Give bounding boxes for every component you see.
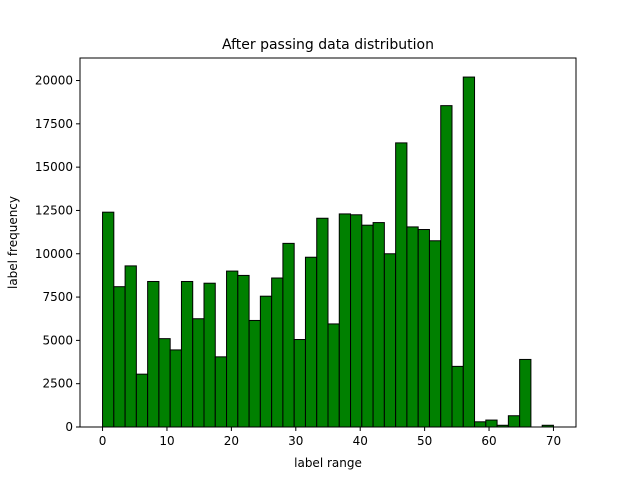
x-tick-label: 70: [546, 434, 561, 448]
histogram-bar: [237, 274, 250, 428]
x-tick-label: 40: [353, 434, 368, 448]
histogram-bar: [338, 213, 352, 428]
histogram-bar: [485, 419, 498, 428]
histogram-bar: [135, 373, 149, 428]
histogram-bar: [113, 286, 126, 428]
y-tick-label: 10000: [35, 247, 73, 261]
histogram-bar: [372, 222, 385, 428]
histogram-bar: [192, 318, 205, 428]
histogram-bar: [350, 214, 363, 428]
histogram-bar: [395, 142, 408, 428]
histogram-bar: [203, 282, 216, 428]
x-tick-label: 60: [481, 434, 496, 448]
histogram-bar: [406, 226, 419, 428]
histogram-bar: [316, 217, 329, 428]
x-tick-label: 30: [288, 434, 303, 448]
histogram-bar: [124, 265, 137, 428]
histogram-bar: [248, 319, 261, 428]
x-axis-ticks: 0 10 20 30 40 50 60 70: [99, 427, 561, 448]
histogram-bar: [451, 365, 464, 428]
histogram-bar: [259, 295, 273, 428]
histogram-bar: [226, 270, 239, 428]
histogram-bar: [214, 356, 228, 428]
x-tick-label: 0: [99, 434, 107, 448]
histogram-bar: [180, 280, 194, 428]
histogram-bar: [440, 105, 453, 428]
histogram-bar: [519, 358, 532, 428]
x-tick-label: 50: [417, 434, 432, 448]
histogram-bar: [428, 240, 442, 428]
histogram-bar: [361, 224, 374, 428]
histogram-bar: [383, 253, 397, 428]
y-tick-label: 7500: [42, 290, 73, 304]
histogram-bar: [282, 242, 295, 428]
histogram-bar: [417, 229, 430, 428]
histogram-bar: [462, 76, 476, 428]
chart-title: After passing data distribution: [222, 37, 434, 53]
y-tick-label: 15000: [35, 160, 73, 174]
histogram-bar: [102, 211, 115, 428]
y-axis-ticks: 0 2500 5000 7500 10000 12500 15000 17500 20000: [35, 74, 80, 434]
histogram-bar: [507, 415, 521, 428]
histogram-bar: [147, 280, 160, 428]
histogram-bar: [304, 256, 318, 428]
y-tick-label: 20000: [35, 74, 73, 88]
y-tick-label: 2500: [42, 377, 73, 391]
histogram-bar: [271, 277, 284, 428]
histogram-bar: [474, 421, 487, 428]
x-tick-label: 20: [224, 434, 239, 448]
histogram-bar: [293, 339, 306, 428]
plot-frame: [79, 57, 577, 428]
y-tick-label: 17500: [35, 117, 73, 131]
histogram-bar: [327, 323, 340, 428]
y-tick-label: 0: [65, 420, 73, 434]
x-axis-label: label range: [294, 456, 362, 470]
histogram-bar: [158, 338, 171, 428]
y-tick-label: 5000: [42, 333, 73, 347]
y-tick-label: 12500: [35, 203, 73, 217]
y-axis-label: label frequency: [6, 196, 20, 289]
x-tick-label: 10: [159, 434, 174, 448]
histogram-bar: [169, 349, 182, 428]
